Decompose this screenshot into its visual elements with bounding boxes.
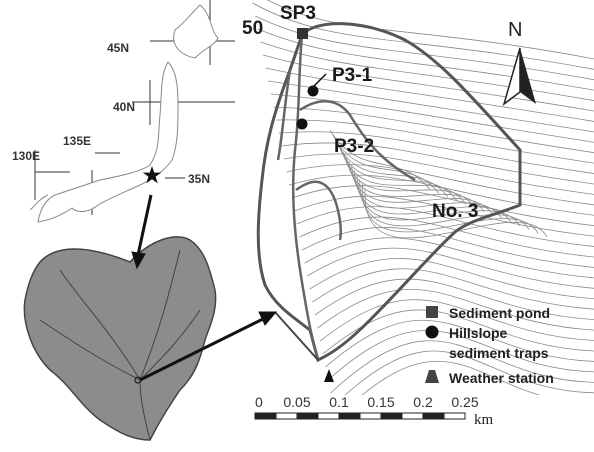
- geo-label: 130E: [12, 149, 40, 163]
- legend-text: Sediment pond: [449, 305, 550, 321]
- map-label: 50: [242, 18, 263, 39]
- scale-bar: 0 0.05 0.1 0.15 0.2 0.25: [255, 394, 479, 419]
- contour: [255, 16, 594, 81]
- map-label: P3-1: [332, 65, 373, 86]
- scale-segment: [381, 413, 402, 419]
- contour: [302, 227, 594, 268]
- scale-label: 0.05: [283, 394, 310, 410]
- contour: [258, 29, 594, 91]
- scale-segment: [360, 413, 381, 419]
- geo-label: 35N: [188, 172, 210, 186]
- legend-text: sediment traps: [449, 345, 549, 361]
- scale-label: 0: [255, 394, 263, 410]
- contour: [305, 238, 594, 279]
- north-label: N: [508, 19, 522, 41]
- scale-segment: [444, 413, 465, 419]
- trap-marker: [297, 119, 308, 130]
- trap-marker: [308, 86, 319, 97]
- figure: SP3 50 P3-1 P3-2 No. 3 N Sediment pond H…: [0, 0, 594, 452]
- legend-text: Hillslope: [449, 325, 508, 341]
- scale-segment: [402, 413, 423, 419]
- contour: [312, 269, 594, 310]
- scale-label: 0.2: [413, 394, 433, 410]
- scale-segment: [423, 413, 444, 419]
- pond-marker: [297, 28, 308, 39]
- geo-label: 135E: [63, 134, 91, 148]
- legend-weather: [425, 370, 439, 383]
- map-label: No. 3: [432, 201, 478, 222]
- map-label: P3-2: [334, 136, 374, 157]
- legend-pond: [426, 306, 438, 318]
- geo-label: 45N: [107, 41, 129, 55]
- legend-trap: [426, 326, 439, 339]
- legend-text: Weather station: [449, 370, 554, 386]
- scale-segment: [297, 413, 318, 419]
- scale-segment: [255, 413, 276, 419]
- scale-label: 0.15: [367, 394, 394, 410]
- scale-unit: km: [474, 412, 494, 428]
- scale-label: 0.1: [329, 394, 349, 410]
- scale-segment: [318, 413, 339, 419]
- basin: [24, 237, 215, 440]
- map-label: SP3: [280, 3, 316, 24]
- scale-segment: [339, 413, 360, 419]
- north-arrow: [520, 48, 536, 104]
- weather-marker: [324, 369, 334, 382]
- scale-segment: [276, 413, 297, 419]
- scale-label: 0.25: [451, 394, 478, 410]
- geo-label: 40N: [113, 100, 135, 114]
- contour: [279, 132, 594, 175]
- contour: [281, 143, 594, 185]
